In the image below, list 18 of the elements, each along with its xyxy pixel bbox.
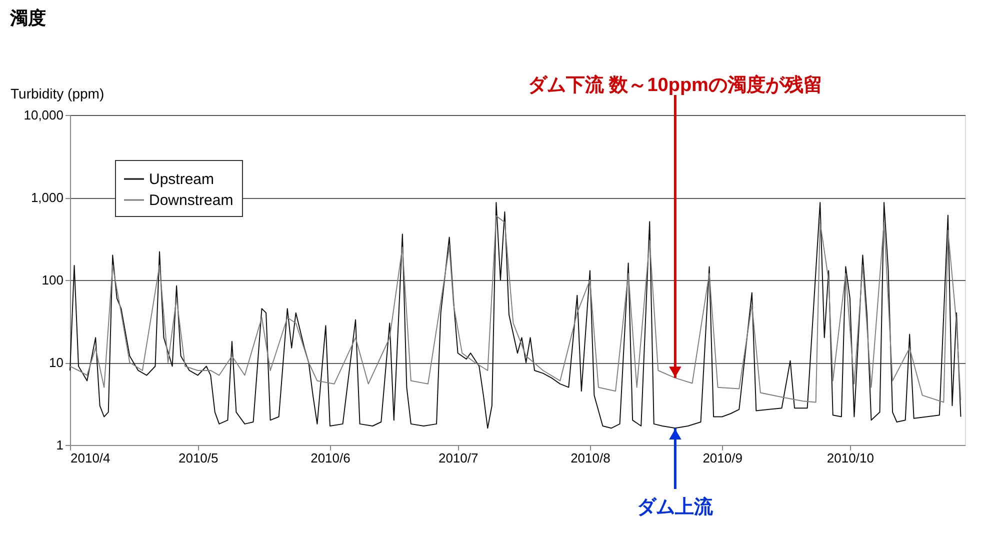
y-tick-label: 10,000 <box>24 108 64 122</box>
y-tick-label: 1,000 <box>30 190 64 205</box>
y-tick-label: 10 <box>49 355 64 370</box>
x-tick-label: 2010/4 <box>70 450 110 466</box>
chart-title: 濁度 <box>9 8 46 28</box>
y-tick-label: 100 <box>42 272 64 288</box>
x-tick-label: 2010/8 <box>570 450 610 466</box>
x-tick-label: 2010/9 <box>702 450 742 466</box>
legend-label: Upstream <box>149 171 214 188</box>
annotation: ダム上流 <box>637 496 714 518</box>
y-axis-title: Turbidity (ppm) <box>10 86 104 102</box>
x-tick-label: 2010/5 <box>178 450 218 466</box>
x-tick-label: 2010/7 <box>438 450 478 466</box>
annotation: ダム下流 数～10ppmの濁度が残留 <box>528 74 822 96</box>
legend-label: Downstream <box>149 192 234 209</box>
x-tick-label: 2010/10 <box>826 450 874 466</box>
x-tick-label: 2010/6 <box>310 450 350 466</box>
y-tick-label: 1 <box>56 438 64 452</box>
